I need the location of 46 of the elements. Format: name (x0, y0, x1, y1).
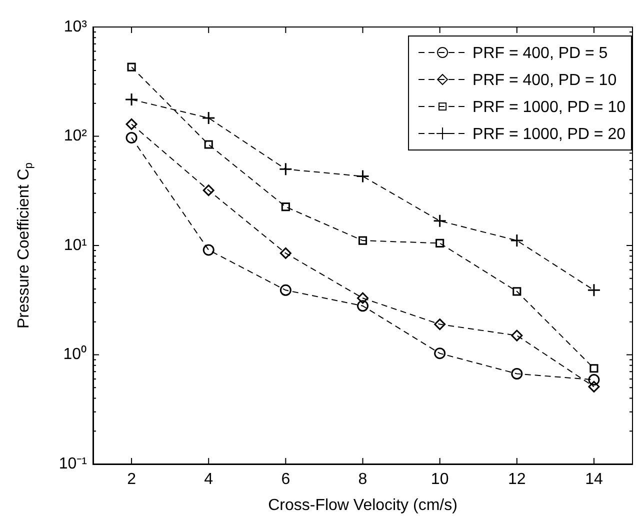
y-tick-label: 10⁻¹ (58, 455, 87, 472)
point (434, 348, 446, 360)
point (280, 284, 292, 296)
y-axis-title: Pressure Coefficient Cp (15, 162, 35, 328)
point (280, 247, 292, 259)
point (590, 364, 598, 373)
point (357, 300, 368, 312)
x-axis-title: Cross-Flow Velocity (cm/s) (268, 496, 458, 514)
point (202, 184, 214, 196)
point (512, 287, 522, 296)
legend-label: PRF = 1000, PD = 20 (472, 126, 626, 143)
point (511, 368, 523, 380)
legend-label: PRF = 400, PD = 10 (472, 72, 617, 89)
point (278, 162, 292, 176)
x-tick-label: 8 (358, 471, 368, 488)
point (126, 118, 138, 130)
x-tick-label: 12 (508, 471, 526, 488)
point (510, 234, 524, 248)
y-tick-label: 10¹ (64, 236, 87, 254)
point (434, 318, 446, 330)
point (202, 244, 214, 256)
point (202, 111, 216, 125)
x-tick-label: 4 (204, 471, 214, 488)
y-tick-label: 10⁰ (63, 345, 87, 364)
x-tick-label: 2 (127, 471, 136, 488)
point (127, 62, 136, 72)
point (433, 214, 447, 228)
point (358, 236, 368, 245)
legend-label: PRF = 1000, PD = 10 (472, 98, 626, 116)
point (281, 202, 290, 212)
point (588, 374, 600, 386)
x-tick-label: 6 (281, 471, 290, 488)
point (588, 380, 600, 392)
legend-label: PRF = 400, PD = 5 (472, 44, 608, 62)
point (356, 170, 370, 184)
point (511, 330, 523, 342)
point (587, 283, 601, 297)
point (124, 92, 138, 106)
point (126, 132, 138, 144)
point (357, 292, 368, 304)
y-tick-label: 10² (64, 128, 88, 145)
x-tick-label: 10 (430, 471, 449, 488)
y-tick-label: 10³ (64, 18, 88, 36)
point (436, 238, 444, 248)
point (204, 140, 213, 149)
x-tick-label: 14 (585, 471, 603, 488)
